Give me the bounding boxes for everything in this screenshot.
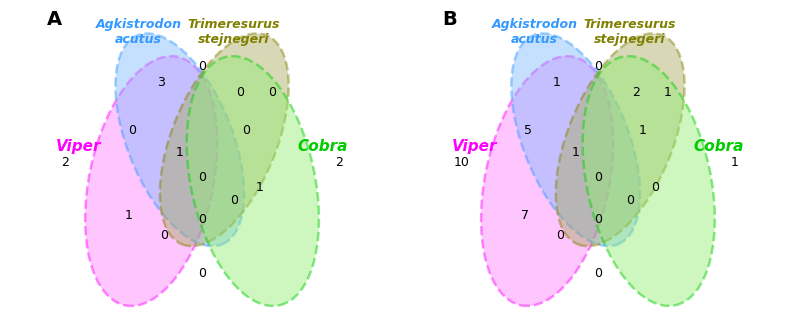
- Text: A: A: [46, 10, 62, 29]
- Text: 10: 10: [454, 156, 470, 168]
- Ellipse shape: [556, 33, 685, 246]
- Text: Viper: Viper: [452, 139, 498, 154]
- Text: 1: 1: [176, 146, 184, 159]
- Ellipse shape: [160, 33, 289, 246]
- Ellipse shape: [115, 33, 244, 246]
- Text: 1: 1: [664, 86, 672, 98]
- Text: Agkistrodon
acutus: Agkistrodon acutus: [95, 18, 182, 46]
- Text: 0: 0: [236, 86, 244, 98]
- Text: Viper: Viper: [56, 139, 102, 154]
- Text: 0: 0: [556, 228, 564, 241]
- Text: 5: 5: [524, 124, 532, 137]
- Text: 0: 0: [594, 60, 602, 73]
- Text: Cobra: Cobra: [298, 139, 348, 154]
- Text: 0: 0: [626, 194, 634, 207]
- Text: Agkistrodon
acutus: Agkistrodon acutus: [491, 18, 578, 46]
- Text: 1: 1: [125, 210, 133, 223]
- Text: 1: 1: [638, 124, 646, 137]
- Text: 7: 7: [521, 210, 529, 223]
- Text: 0: 0: [242, 124, 250, 137]
- Ellipse shape: [582, 56, 715, 306]
- Text: 0: 0: [198, 171, 206, 184]
- Ellipse shape: [511, 33, 640, 246]
- Text: 2: 2: [632, 86, 640, 98]
- Text: 0: 0: [594, 267, 602, 280]
- Text: 0: 0: [268, 86, 276, 98]
- Ellipse shape: [85, 56, 218, 306]
- Text: 1: 1: [730, 156, 738, 168]
- Text: Trimeresurus
stejnegeri: Trimeresurus stejnegeri: [187, 18, 280, 46]
- Text: 1: 1: [255, 181, 263, 194]
- Text: 0: 0: [651, 181, 659, 194]
- Text: 2: 2: [62, 156, 70, 168]
- Text: Trimeresurus
stejnegeri: Trimeresurus stejnegeri: [583, 18, 676, 46]
- Text: 0: 0: [198, 267, 206, 280]
- Ellipse shape: [186, 56, 319, 306]
- Text: 0: 0: [198, 60, 206, 73]
- Text: B: B: [442, 10, 457, 29]
- Text: 1: 1: [572, 146, 580, 159]
- Text: 0: 0: [230, 194, 238, 207]
- Text: 1: 1: [553, 76, 561, 89]
- Text: Cobra: Cobra: [694, 139, 744, 154]
- Text: 0: 0: [128, 124, 136, 137]
- Text: 3: 3: [157, 76, 165, 89]
- Ellipse shape: [481, 56, 614, 306]
- Text: 0: 0: [198, 213, 206, 226]
- Text: 2: 2: [334, 156, 342, 168]
- Text: 0: 0: [594, 213, 602, 226]
- Text: 0: 0: [160, 228, 168, 241]
- Text: 0: 0: [594, 171, 602, 184]
